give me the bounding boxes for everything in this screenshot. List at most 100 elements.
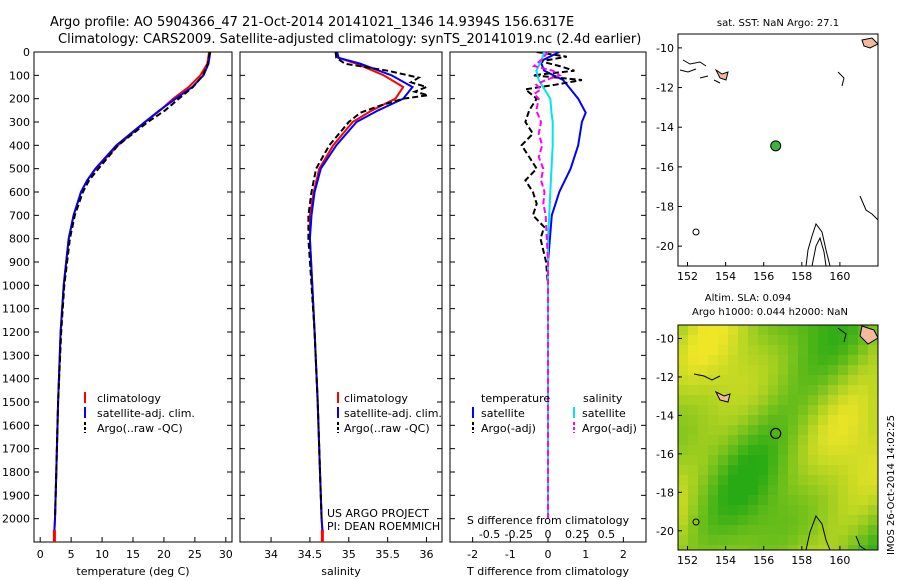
sla-cell [778, 355, 788, 365]
sla-cell [848, 355, 858, 365]
x-tick-label: 34.5 [298, 548, 323, 561]
sla-cell [708, 485, 718, 495]
sla-cell [688, 325, 698, 335]
land-island [859, 325, 878, 345]
sla-cell [758, 465, 768, 475]
sla-cell [728, 385, 738, 395]
sla-cell [868, 355, 878, 365]
sla-cell [808, 435, 818, 445]
sla-cell [768, 365, 778, 375]
land-islet [692, 518, 700, 526]
sla-cell [748, 465, 758, 475]
sla-cell [798, 445, 808, 455]
sla-cell [688, 345, 698, 355]
sla-cell [808, 425, 818, 435]
sla-cell [778, 515, 788, 525]
sla-cell [778, 395, 788, 405]
sla-cell [788, 445, 798, 455]
sla-cell [728, 525, 738, 535]
sla-cell [758, 475, 768, 485]
sla-cell [838, 405, 848, 415]
y-tick-label: 1500 [2, 396, 30, 409]
sla-cell [758, 505, 768, 515]
temperature-legend: climatology satellite-adj. clim. Argo(..… [84, 392, 195, 435]
sla-cell [838, 445, 848, 455]
sla-cell [868, 495, 878, 505]
series-line-salinity-argo-adj- [531, 52, 562, 519]
sla-cell [828, 455, 838, 465]
sla-cell [848, 445, 858, 455]
sla-cell [688, 495, 698, 505]
y-tick-label: 1600 [2, 419, 30, 432]
sla-cell [678, 435, 688, 445]
sla-cell [828, 325, 838, 335]
sla-cell [798, 365, 808, 375]
lon-tick-label: 154 [715, 554, 736, 567]
sla-cell [768, 385, 778, 395]
sla-cell [698, 525, 708, 535]
sla-cell [708, 475, 718, 485]
lat-tick-label: -10 [656, 332, 674, 345]
sla-cell [778, 365, 788, 375]
coastline-qld [859, 195, 878, 221]
sla-cell [708, 445, 718, 455]
sla-cell [858, 405, 868, 415]
sla-cell [718, 485, 728, 495]
sla-cell [738, 385, 748, 395]
sla-cell [718, 455, 728, 465]
y-tick-label: 0 [23, 46, 30, 59]
difference-legend: temperature salinity satellite Argo(-adj… [472, 392, 637, 435]
lat-tick-label: -12 [656, 371, 674, 384]
sla-cell [748, 425, 758, 435]
lon-tick-label: 158 [791, 270, 812, 283]
sla-cell [678, 345, 688, 355]
sla-cell [718, 325, 728, 335]
sla-cell [808, 495, 818, 505]
sla-cell [838, 515, 848, 525]
y-tick-label: 1400 [2, 373, 30, 386]
sla-cell [688, 475, 698, 485]
x-tick-label: 2 [620, 548, 627, 561]
sla-cell [678, 515, 688, 525]
sla-cell [718, 525, 728, 535]
sla-cell [718, 335, 728, 345]
sla-cell [778, 535, 788, 545]
sla-cell [788, 335, 798, 345]
sla-cell [748, 525, 758, 535]
sla-cell [728, 455, 738, 465]
difference-lines [520, 52, 587, 519]
temperature-xlabel: temperature (deg C) [76, 565, 189, 578]
sla-cell [868, 375, 878, 385]
sla-cell [728, 515, 738, 525]
y-tick-label: 1300 [2, 349, 30, 362]
sla-cell [838, 525, 848, 535]
sla-cell [838, 395, 848, 405]
sla-cell [728, 425, 738, 435]
coastline-islet [837, 71, 845, 87]
sla-cell [758, 435, 768, 445]
sla-cell [848, 515, 858, 525]
sla-cell [778, 505, 788, 515]
sla-cell [678, 355, 688, 365]
sla-cell [748, 365, 758, 375]
sla-cell [818, 545, 828, 550]
sla-cell [738, 535, 748, 545]
sla-cell [758, 455, 768, 465]
y-tick-label: 600 [9, 186, 30, 199]
sla-cell [708, 455, 718, 465]
sla-cell [768, 455, 778, 465]
sla-cell [858, 375, 868, 385]
sla-cell [768, 415, 778, 425]
sla-cell [818, 435, 828, 445]
salinity-axes-frame [239, 51, 443, 543]
sla-cell [838, 435, 848, 445]
sla-cell [838, 455, 848, 465]
sla-cell [748, 455, 758, 465]
x-tick-label: -1 [505, 548, 516, 561]
sla-cell [778, 345, 788, 355]
sla-cell [818, 425, 828, 435]
sla-cell [748, 445, 758, 455]
sla-cell [828, 415, 838, 425]
sla-cell [818, 515, 828, 525]
sla-cell [818, 325, 828, 335]
